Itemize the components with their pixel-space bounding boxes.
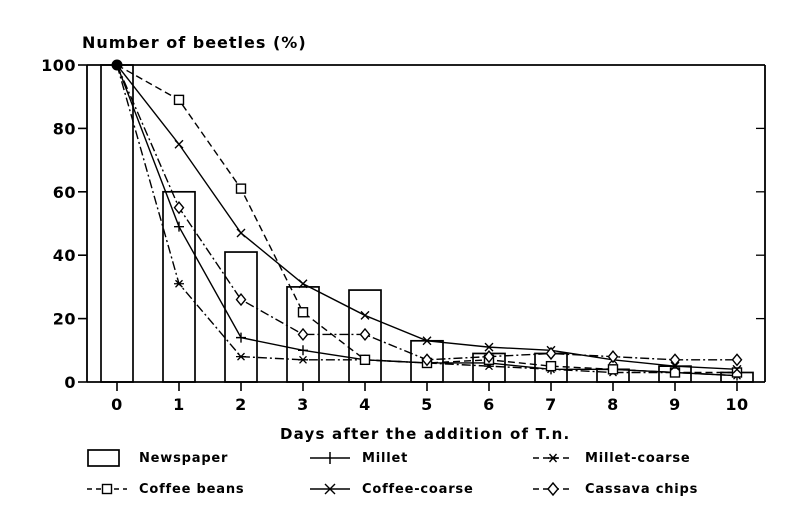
marker-diamond-cassava-chips-day-4 xyxy=(359,327,371,342)
marker-cross-coffee-coarse-day-5 xyxy=(422,336,432,346)
coffee-beans-square-icon xyxy=(87,483,127,495)
y-tick-label-100: 100 xyxy=(41,56,76,75)
cassava-chips-diamond-icon xyxy=(533,481,573,497)
legend-label: Coffee-coarse xyxy=(362,481,474,497)
x-tick-label-6: 6 xyxy=(483,395,495,414)
marker-square-coffee-beans-day-8 xyxy=(607,364,619,375)
x-tick-label-8: 8 xyxy=(607,395,619,414)
newspaper-bar-icon xyxy=(87,449,120,467)
x-tick-label-4: 4 xyxy=(359,395,371,414)
legend-item-newspaper: Newspaper xyxy=(85,448,228,468)
x-tick-label-0: 0 xyxy=(111,395,123,414)
x-tick-label-3: 3 xyxy=(297,395,309,414)
legend-label: Millet-coarse xyxy=(585,450,691,466)
marker-diamond-cassava-chips-day-7 xyxy=(545,346,557,361)
bar-newspaper-day-0 xyxy=(100,64,134,383)
x-axis-label: Days after the addition of T.n. xyxy=(280,425,571,443)
y-tick-label-40: 40 xyxy=(53,246,76,265)
marker-plus-millet-day-2 xyxy=(236,332,246,343)
legend-item-coffee-coarse: Coffee-coarse xyxy=(308,479,474,499)
line-cassava-chips xyxy=(116,64,737,361)
line-coffee-coarse xyxy=(116,64,738,371)
millet-coarse-asterisk-icon xyxy=(533,453,573,463)
marker-cross-coffee-coarse-day-10 xyxy=(732,364,742,374)
marker-square-coffee-beans-day-3 xyxy=(297,307,309,318)
marker-square-coffee-beans-day-1 xyxy=(173,94,185,106)
line-coffee-beans xyxy=(116,64,737,374)
marker-asterisk-millet-coarse-day-2 xyxy=(236,352,246,361)
chart-title: Number of beetles (%) xyxy=(82,33,307,52)
marker-cross-coffee-coarse-day-3 xyxy=(298,279,308,289)
marker-diamond-cassava-chips-day-3 xyxy=(297,327,309,342)
marker-asterisk-millet-coarse-day-3 xyxy=(298,355,308,364)
legend-item-millet-coarse: Millet-coarse xyxy=(531,448,691,468)
marker-square-coffee-beans-day-4 xyxy=(359,354,371,366)
marker-diamond-cassava-chips-day-9 xyxy=(669,353,681,367)
legend-label: Newspaper xyxy=(139,450,229,466)
legend-item-cassava-chips: Cassava chips xyxy=(531,479,698,499)
marker-plus-millet-day-1 xyxy=(174,221,184,232)
line-millet-coarse xyxy=(116,64,738,377)
legend-label: Cassava chips xyxy=(585,481,699,497)
y-tick-label-80: 80 xyxy=(53,119,76,138)
bar-newspaper-day-1 xyxy=(162,190,196,383)
marker-diamond-cassava-chips-day-2 xyxy=(235,292,247,307)
day0-convergence-dot xyxy=(111,59,123,71)
coffee-coarse-cross-icon xyxy=(310,483,350,495)
marker-diamond-cassava-chips-day-10 xyxy=(731,353,743,367)
legend-item-coffee-beans: Coffee beans xyxy=(85,479,244,499)
x-tick-label-5: 5 xyxy=(421,395,433,414)
marker-cross-coffee-coarse-day-6 xyxy=(484,342,494,352)
legend-label: Millet xyxy=(362,450,409,466)
marker-cross-coffee-coarse-day-1 xyxy=(174,139,184,149)
marker-diamond-cassava-chips-day-5 xyxy=(421,353,433,367)
millet-plus-icon xyxy=(310,452,350,464)
y-tick-label-60: 60 xyxy=(53,183,76,202)
marker-cross-coffee-coarse-day-2 xyxy=(236,228,246,238)
marker-diamond-cassava-chips-day-8 xyxy=(607,350,619,364)
x-tick-label-1: 1 xyxy=(173,395,185,414)
marker-square-coffee-beans-day-2 xyxy=(235,183,247,194)
marker-square-coffee-beans-day-9 xyxy=(669,367,681,378)
marker-square-coffee-beans-day-7 xyxy=(545,360,557,372)
marker-cross-coffee-coarse-day-4 xyxy=(360,310,370,320)
y-tick-label-20: 20 xyxy=(53,310,76,329)
legend-item-millet: Millet xyxy=(308,448,408,468)
x-tick-label-10: 10 xyxy=(725,395,748,414)
marker-square-coffee-beans-day-10 xyxy=(731,367,743,378)
marker-diamond-cassava-chips-day-1 xyxy=(173,201,185,215)
x-tick-label-7: 7 xyxy=(545,395,557,414)
marker-diamond-cassava-chips-day-6 xyxy=(483,350,495,364)
x-tick-label-9: 9 xyxy=(669,395,681,414)
axes xyxy=(86,64,766,383)
y-tick-label-0: 0 xyxy=(64,373,76,392)
legend-label: Coffee beans xyxy=(139,481,245,497)
marker-asterisk-millet-coarse-day-1 xyxy=(174,279,184,288)
line-millet xyxy=(116,64,738,377)
x-tick-label-2: 2 xyxy=(235,395,247,414)
marker-plus-millet-day-3 xyxy=(298,345,308,356)
